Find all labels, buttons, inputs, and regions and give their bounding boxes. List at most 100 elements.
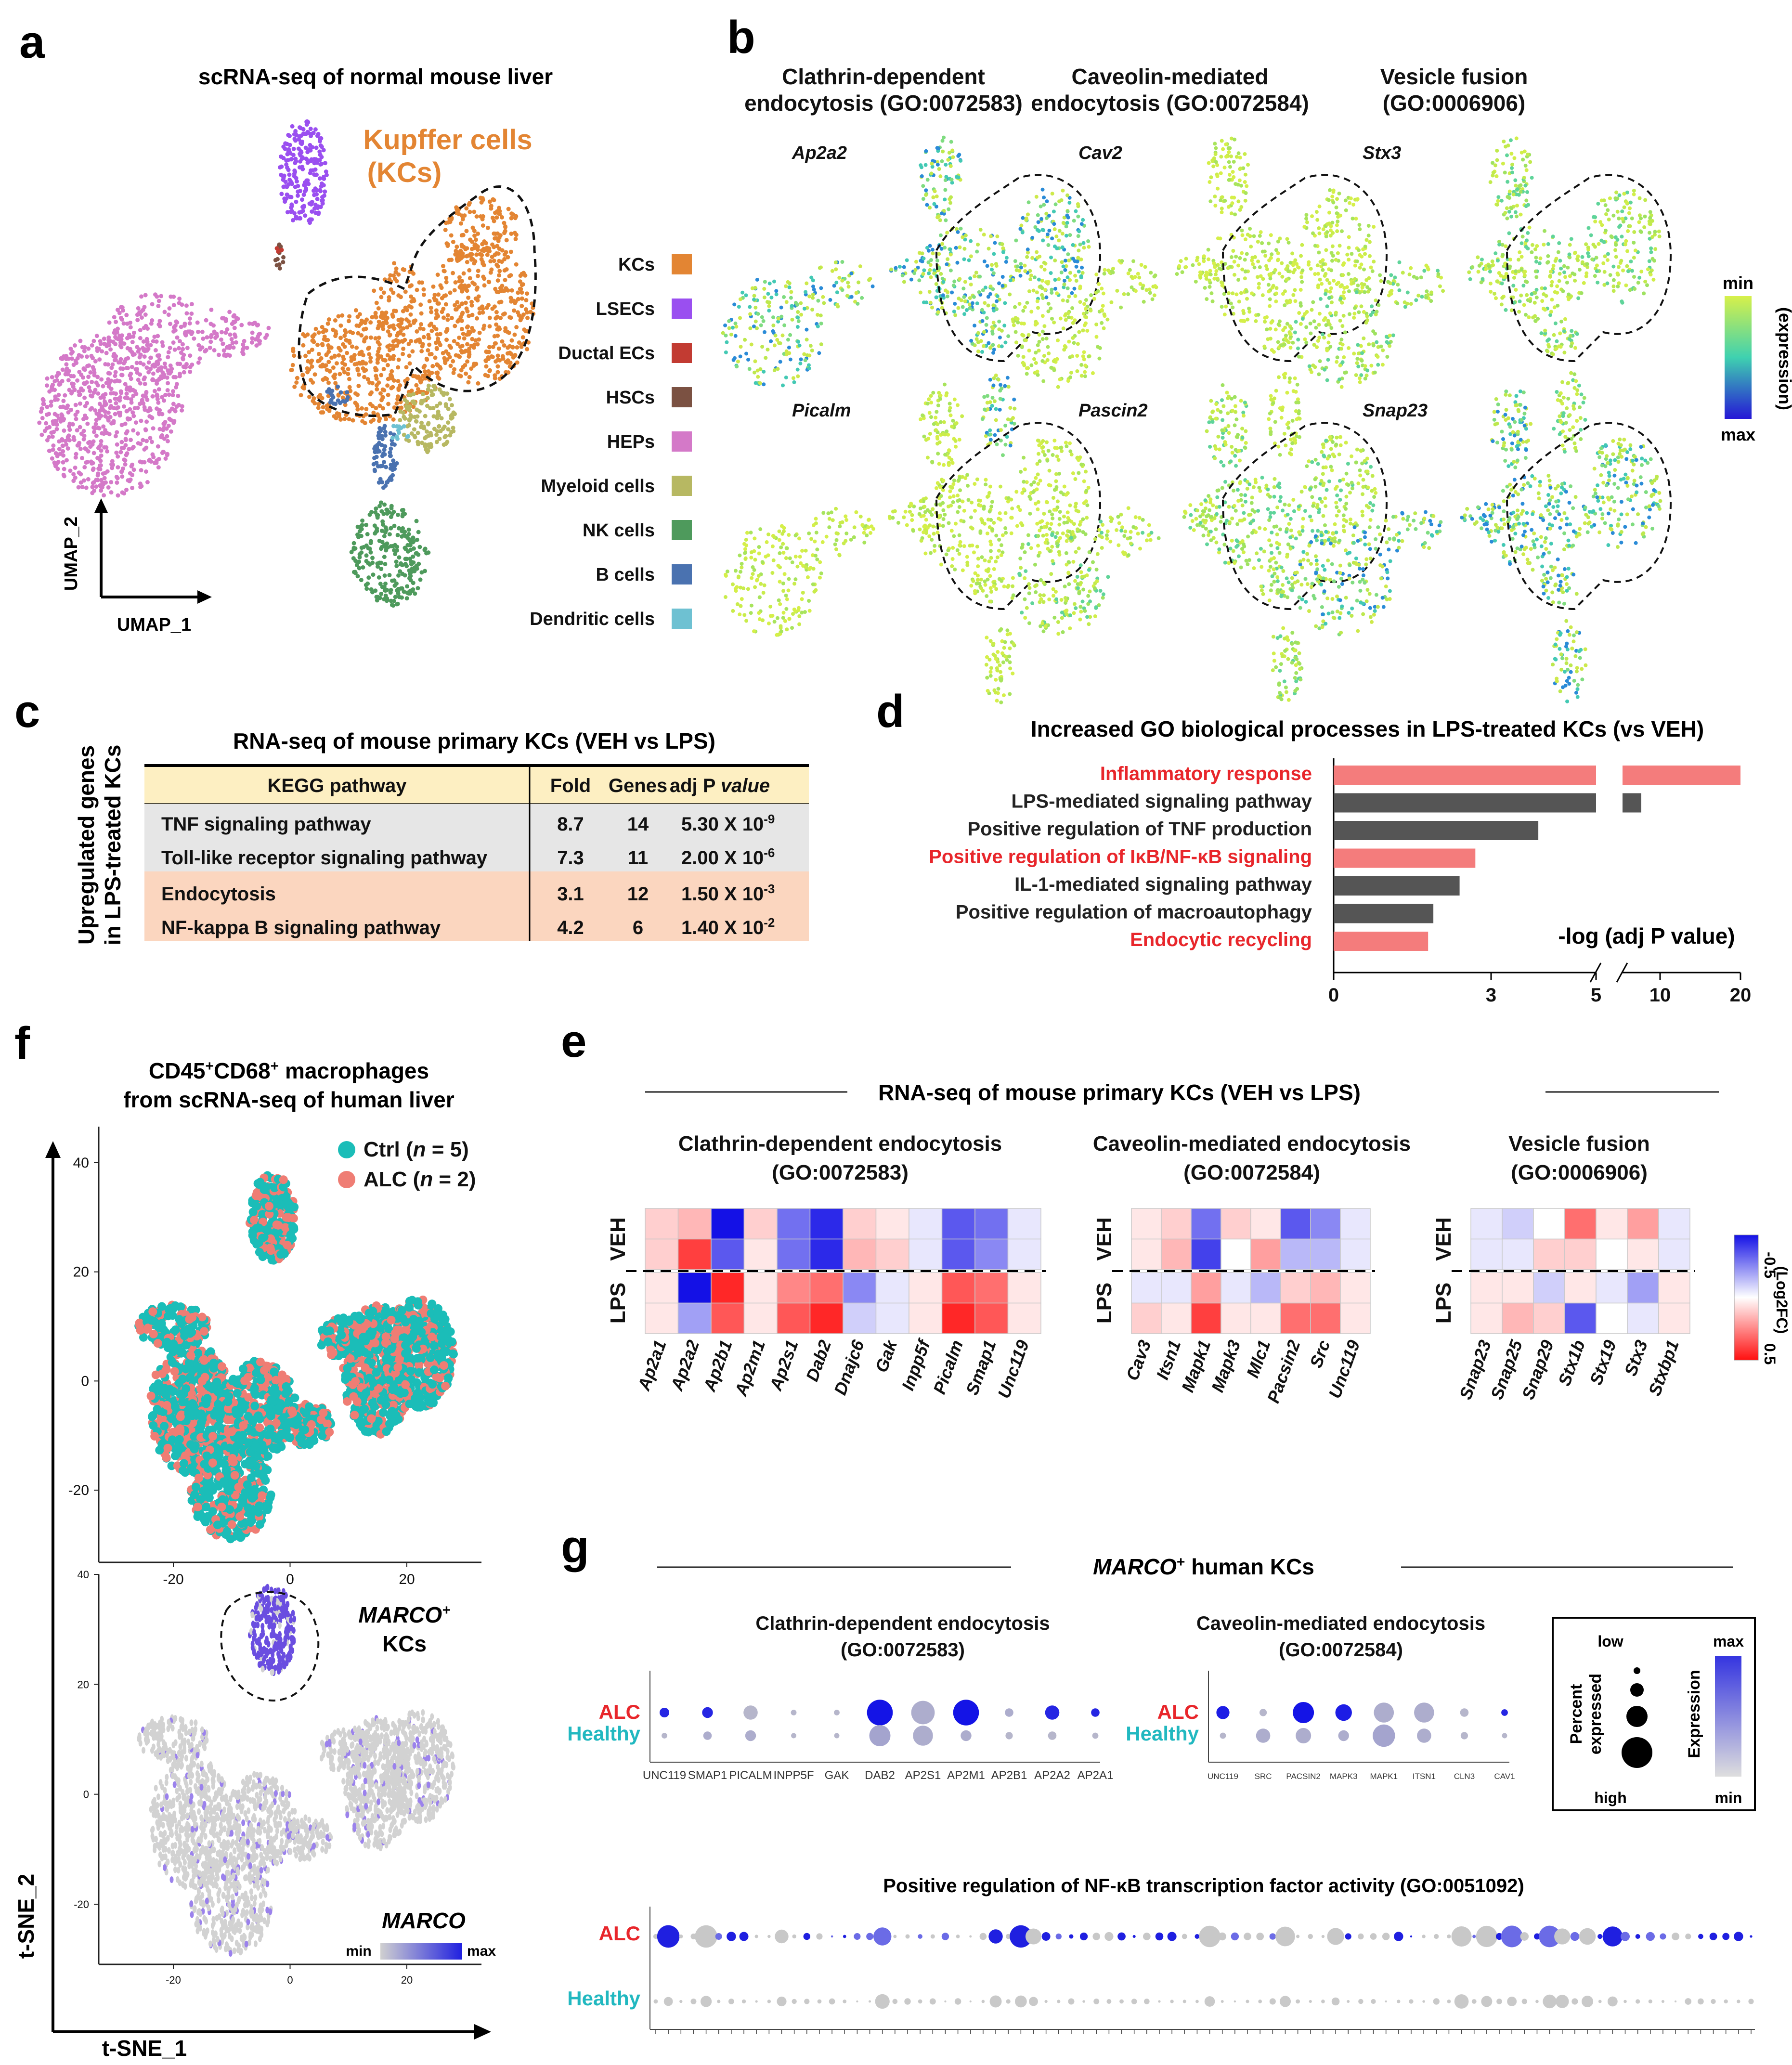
umap-point — [62, 467, 66, 471]
feature-point — [1177, 264, 1182, 268]
feature-point — [1003, 511, 1008, 515]
umap-point — [144, 337, 149, 341]
feature-point — [1070, 291, 1074, 295]
umap-point — [62, 474, 66, 479]
umap-point — [171, 340, 176, 345]
umap-point — [482, 276, 487, 281]
umap-point — [452, 288, 457, 293]
feature-point — [1094, 335, 1099, 339]
feature-point — [1027, 349, 1031, 353]
umap-point — [456, 250, 461, 255]
feature-point — [932, 422, 936, 426]
umap-point — [124, 431, 129, 436]
umap-point — [374, 374, 378, 378]
feature-point — [1081, 328, 1085, 333]
feature-point — [1270, 348, 1274, 352]
umap-point — [386, 329, 390, 334]
umap-point — [292, 174, 297, 179]
umap-point — [370, 556, 375, 560]
feature-point — [989, 666, 993, 670]
umap-point — [321, 174, 326, 179]
feature-point — [1016, 320, 1020, 325]
umap-point — [437, 387, 442, 392]
umap-point — [395, 436, 400, 441]
umap-point — [256, 338, 261, 343]
feature-point — [1335, 211, 1339, 216]
feature-point — [1003, 423, 1008, 428]
umap-point — [156, 353, 161, 358]
feature-point — [1276, 340, 1280, 344]
umap-point — [343, 328, 348, 333]
umap-point — [475, 247, 480, 252]
feature-point — [1276, 322, 1281, 326]
umap-point — [143, 381, 147, 386]
feature-point — [1274, 299, 1278, 304]
umap-point — [359, 333, 364, 338]
feature-point — [948, 485, 953, 489]
umap-point — [50, 456, 54, 461]
umap-point — [400, 586, 404, 591]
umap-cluster — [106, 292, 214, 381]
legend-item: LSECs — [596, 299, 692, 319]
umap-point — [323, 161, 327, 166]
feature-point — [1318, 277, 1322, 282]
umap-point — [299, 156, 304, 161]
umap-point — [162, 373, 167, 377]
feature-point — [985, 494, 989, 499]
umap-point — [298, 216, 302, 221]
umap-point — [86, 346, 91, 351]
feature-point — [1077, 269, 1081, 273]
umap-point — [99, 439, 104, 443]
umap-point — [301, 204, 306, 208]
feature-point — [1252, 265, 1257, 270]
feature-point — [948, 247, 952, 251]
feature-point — [743, 338, 747, 342]
umap-point — [383, 593, 388, 598]
feature-point — [1314, 210, 1319, 214]
umap-point — [305, 178, 310, 183]
umap-point — [495, 370, 500, 375]
umap-point — [90, 484, 95, 489]
umap-point — [444, 338, 449, 342]
feature-point — [1347, 246, 1351, 250]
feature-point — [983, 583, 987, 587]
umap-point — [93, 388, 98, 392]
feature-point — [1042, 453, 1047, 457]
feature-point — [998, 511, 1002, 515]
umap-point — [404, 365, 409, 370]
umap-point — [426, 369, 431, 374]
feature-point — [766, 532, 771, 536]
umap-point — [390, 346, 395, 351]
umap-point — [130, 485, 135, 490]
feature-point — [779, 629, 783, 634]
umap-point — [359, 318, 364, 323]
umap-point — [409, 389, 414, 393]
umap-point — [72, 438, 77, 442]
feature-point — [790, 317, 794, 322]
umap-point — [127, 447, 131, 452]
umap-point — [486, 374, 491, 378]
umap-point — [375, 529, 379, 533]
umap-point — [438, 429, 443, 433]
umap-point — [391, 603, 396, 608]
feature-point — [844, 514, 848, 519]
umap-cluster — [349, 500, 431, 608]
umap-point — [407, 538, 412, 543]
feature-point — [1363, 252, 1367, 256]
umap-point — [155, 406, 159, 411]
feature-point — [1064, 493, 1068, 497]
feature-point — [979, 339, 983, 343]
umap-point — [495, 278, 500, 283]
feature-point — [1317, 250, 1321, 255]
umap-point — [321, 148, 326, 153]
umap-point — [114, 406, 119, 411]
umap-point — [384, 507, 389, 512]
feature-point — [905, 523, 909, 527]
umap-point — [387, 325, 392, 329]
umap-point — [166, 381, 170, 386]
feature-point — [1337, 191, 1341, 195]
feature-point — [995, 307, 999, 312]
feature-point — [742, 542, 747, 546]
feature-point — [913, 268, 918, 272]
